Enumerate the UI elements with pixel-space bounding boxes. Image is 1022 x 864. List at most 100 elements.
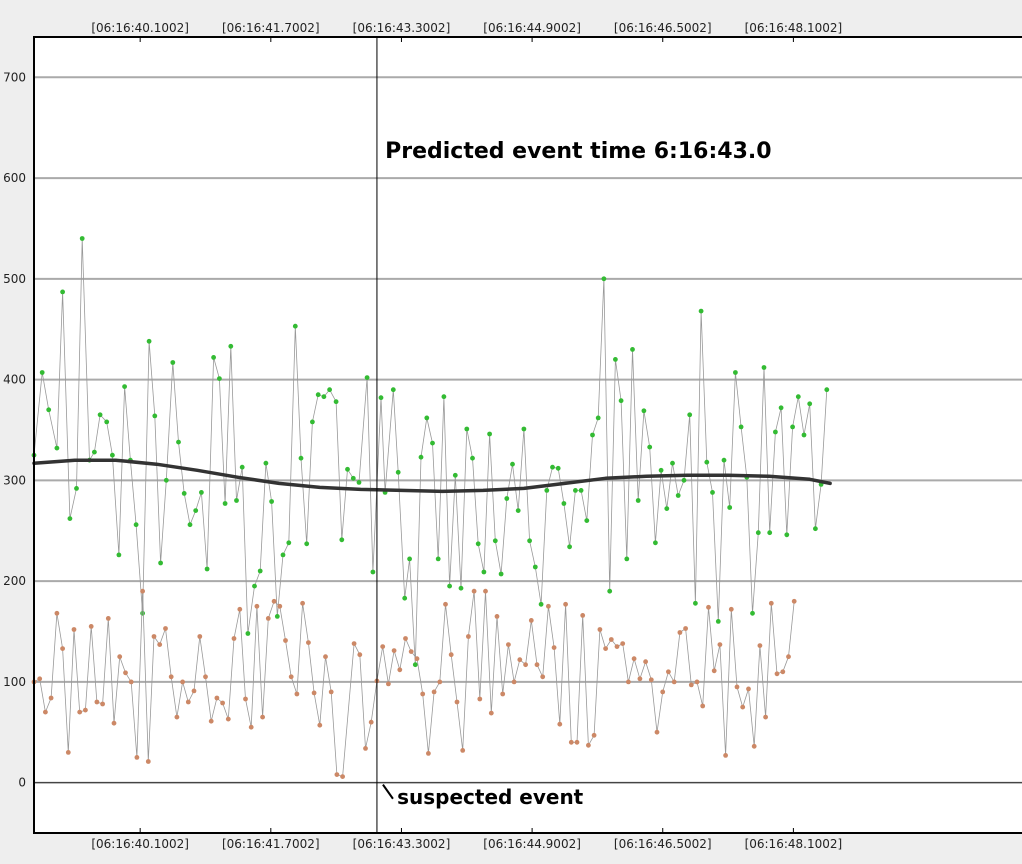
data-point: [208, 718, 214, 724]
data-point: [586, 742, 591, 748]
data-point: [488, 710, 494, 716]
data-point: [597, 627, 603, 632]
data-point: [163, 626, 168, 631]
data-point: [145, 759, 151, 764]
data-point: [631, 656, 637, 662]
data-point: [653, 540, 658, 546]
data-point: [286, 540, 292, 546]
data-point: [710, 490, 715, 495]
data-point: [298, 455, 304, 461]
data-point: [608, 637, 614, 642]
data-point: [116, 552, 122, 558]
data-point: [584, 518, 590, 523]
data-point: [557, 721, 563, 727]
annotation-suspected-event: suspected event: [397, 785, 584, 809]
y-tick-label: 100: [3, 675, 26, 689]
x-tick-label-top: [06:16:43.3002]: [353, 21, 451, 35]
data-point: [767, 530, 773, 536]
data-point: [521, 426, 527, 432]
data-point: [418, 454, 424, 460]
data-point: [728, 606, 734, 612]
data-point: [300, 600, 305, 606]
data-point: [181, 491, 187, 496]
data-point: [94, 699, 100, 705]
data-point: [237, 606, 243, 612]
data-point: [345, 466, 350, 472]
data-point: [104, 419, 110, 425]
data-point: [567, 544, 572, 550]
data-point: [671, 679, 677, 685]
data-point: [755, 530, 761, 536]
data-point: [65, 750, 71, 755]
x-tick-label-bottom: [06:16:46.5002]: [614, 837, 712, 851]
data-point: [128, 679, 134, 685]
data-point: [637, 676, 643, 682]
data-point: [706, 604, 711, 610]
data-point: [397, 667, 403, 673]
data-point: [687, 412, 693, 418]
data-point: [424, 415, 430, 421]
data-point: [630, 347, 635, 352]
plot-area: [34, 37, 1022, 833]
annotation-predicted-event: Predicted event time 6:16:43.0: [385, 139, 771, 164]
data-point: [217, 376, 222, 381]
data-point: [239, 464, 245, 470]
data-point: [447, 583, 452, 589]
data-point: [481, 569, 487, 575]
data-point: [351, 641, 357, 646]
data-point: [180, 679, 186, 685]
data-point: [74, 486, 79, 491]
data-point: [292, 323, 298, 329]
data-point: [54, 445, 60, 451]
data-point: [306, 640, 311, 645]
data-point: [185, 699, 191, 705]
data-point: [88, 624, 94, 629]
data-point: [140, 588, 146, 594]
data-point: [517, 657, 523, 663]
data-point: [234, 498, 239, 503]
data-point: [304, 541, 310, 547]
data-point: [664, 506, 670, 511]
data-point: [506, 642, 511, 647]
data-point: [254, 603, 260, 609]
data-point: [466, 634, 471, 639]
data-point: [704, 459, 710, 465]
data-point: [357, 652, 363, 658]
data-point: [487, 431, 492, 437]
annotations: Predicted event time 6:16:43.0 suspected …: [376, 37, 772, 833]
data-point: [48, 695, 54, 701]
data-point: [339, 537, 345, 543]
data-point: [158, 560, 164, 566]
y-tick-label: 700: [3, 70, 26, 84]
data-point: [460, 748, 466, 753]
data-point: [327, 387, 332, 393]
x-tick-label-top: [06:16:40.1002]: [91, 21, 189, 35]
data-point: [414, 656, 420, 662]
data-point: [402, 595, 408, 601]
data-point: [71, 627, 77, 632]
data-point: [92, 449, 97, 455]
data-point: [784, 532, 790, 538]
data-point: [146, 338, 152, 344]
data-point: [648, 677, 654, 683]
y-tick-label: 200: [3, 574, 26, 588]
grid: [34, 76, 1022, 784]
data-point: [603, 646, 608, 651]
data-point: [751, 743, 757, 749]
data-point: [813, 526, 818, 532]
data-point: [39, 370, 45, 375]
data-point: [248, 724, 254, 730]
data-point: [193, 508, 199, 513]
data-point: [430, 440, 435, 446]
y-tick-label: 0: [18, 776, 26, 790]
data-point: [110, 452, 115, 458]
data-point: [498, 571, 504, 577]
data-point: [368, 719, 374, 725]
data-point: [123, 670, 128, 676]
data-point: [483, 588, 488, 594]
data-point: [734, 684, 740, 690]
data-point: [595, 415, 601, 421]
data-point: [523, 662, 528, 668]
data-point: [544, 488, 550, 493]
